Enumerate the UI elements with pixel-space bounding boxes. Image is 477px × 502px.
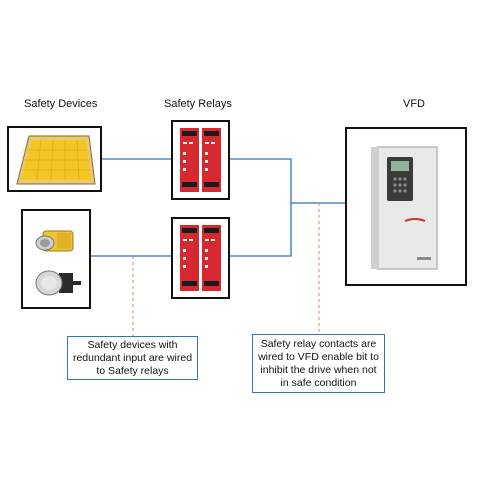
proximity-sensor-icon — [35, 270, 81, 296]
heading-safety-devices: Safety Devices — [24, 98, 98, 110]
safety-relay-2-frame — [171, 217, 230, 299]
safety-switch-icon — [35, 230, 74, 252]
wire-relay-1-to-bus — [229, 158, 292, 203]
callout-devices-note: Safety devices with redundant input are … — [67, 336, 198, 380]
vfd-frame — [345, 127, 467, 286]
wire-relay-2-to-bus — [229, 203, 292, 257]
safety-relay-1-icon — [180, 128, 221, 192]
callout-relay-note: Safety relay contacts are wired to VFD e… — [252, 334, 385, 393]
vfd-drive-icon — [371, 146, 438, 270]
heading-safety-relays: Safety Relays — [164, 98, 232, 110]
safety-mat-icon — [16, 135, 96, 185]
safety-sensors-frame — [21, 209, 91, 309]
wires — [90, 158, 346, 257]
safety-mat-frame — [7, 126, 102, 192]
safety-relay-1-frame — [171, 120, 230, 200]
safety-relay-2-icon — [180, 225, 221, 291]
safety-sensors-icon — [35, 230, 81, 296]
leaders — [132, 203, 320, 336]
powerflex-logo-icon — [404, 218, 426, 222]
heading-vfd: VFD — [403, 98, 425, 110]
